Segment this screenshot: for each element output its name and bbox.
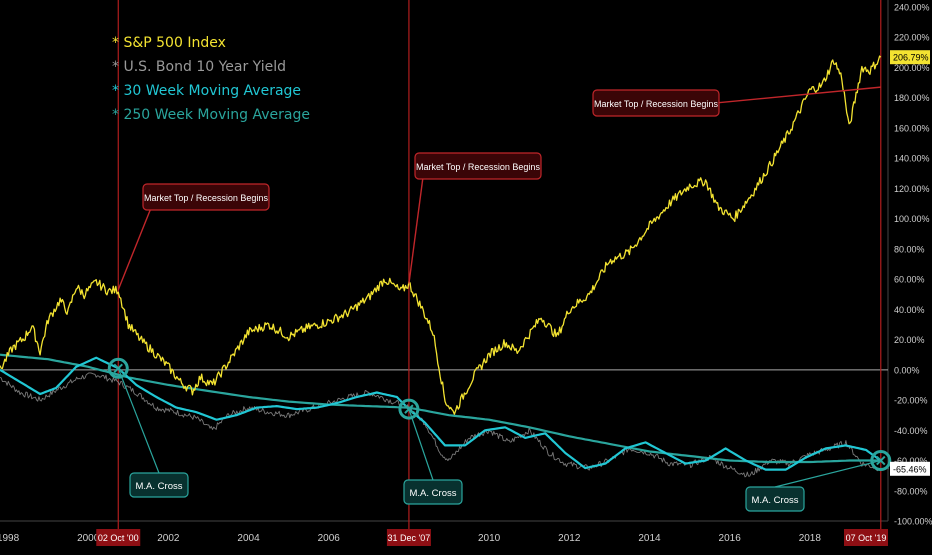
cross-marker-ring-1 (398, 398, 420, 420)
annotation-label-2: Market Top / Recession Begins (594, 99, 718, 109)
x-tick-label: 2010 (478, 533, 501, 544)
price-label-box-sp500 (890, 50, 930, 65)
x-tick-label: 1998 (0, 533, 20, 544)
event-date-badge-0 (96, 529, 141, 546)
cross-marker-ring-2 (870, 450, 892, 472)
legend-bond-yield: * U.S. Bond 10 Year Yield (112, 59, 287, 75)
annotation-box-2 (592, 89, 720, 117)
y-tick-label: 100.00% (894, 214, 930, 224)
cross-marker-x-icon (113, 363, 123, 374)
y-tick-label: 60.00% (894, 275, 925, 285)
series-bond-yield-line (0, 372, 882, 478)
x-tick-label: 2006 (318, 533, 341, 544)
annotation-label-0: Market Top / Recession Begins (144, 193, 268, 203)
annotation-label-1: Market Top / Recession Begins (416, 162, 540, 172)
x-tick-label: 2014 (638, 533, 661, 544)
x-tick-label: 2002 (157, 533, 180, 544)
y-tick-label: 160.00% (894, 123, 930, 133)
y-tick-label: -60.00% (894, 456, 928, 466)
x-tick-label: 2000 (77, 533, 100, 544)
series-250-week-ma-line (0, 353, 881, 464)
y-tick-label: 240.00% (894, 3, 930, 13)
cross-label-1: M.A. Cross (410, 488, 457, 499)
legend-250-week-ma: * 250 Week Moving Average (112, 107, 310, 123)
annotation-pointer-1 (408, 176, 424, 284)
x-tick-label: 2004 (237, 533, 260, 544)
y-tick-label: 40.00% (894, 305, 925, 315)
y-tick-label: 200.00% (894, 63, 930, 73)
x-tick-label: 2018 (799, 533, 822, 544)
event-date-badge-2 (844, 529, 888, 546)
price-label-yield: -65.46% (893, 464, 927, 474)
price-label-box-yield (890, 461, 930, 476)
y-tick-label: 220.00% (894, 33, 930, 43)
legend-sp500: * S&P 500 Index (112, 35, 226, 51)
y-tick-label: -100.00% (894, 517, 932, 527)
cross-box-1 (403, 479, 463, 505)
x-tick-label: 2016 (719, 533, 742, 544)
cross-pointer-2 (774, 459, 881, 488)
y-tick-label: -40.00% (894, 426, 928, 436)
y-tick-label: 20.00% (894, 335, 925, 345)
series-30-week-ma-line (0, 356, 882, 471)
y-tick-label: 120.00% (894, 184, 930, 194)
price-label-sp500: 206.79% (893, 53, 929, 63)
series-sp500-line (0, 55, 882, 415)
cross-marker-x-icon (404, 404, 414, 414)
cross-marker-ring-0 (107, 357, 129, 379)
y-tick-label: -80.00% (894, 486, 928, 496)
annotation-pointer-0 (117, 207, 152, 290)
cross-pointer-1 (408, 408, 434, 481)
event-date-badge-1 (386, 529, 431, 546)
y-tick-label: 80.00% (894, 244, 925, 254)
annotation-box-0 (142, 183, 270, 211)
cross-box-0 (129, 472, 189, 498)
event-date-label-2: 07 Oct '19 (846, 533, 887, 543)
y-tick-label: -20.00% (894, 396, 928, 406)
cross-pointer-0 (117, 368, 160, 474)
y-tick-label: 0.00% (894, 365, 920, 375)
cross-label-0: M.A. Cross (136, 481, 183, 492)
y-tick-label: 180.00% (894, 93, 930, 103)
x-tick-label: 2012 (558, 533, 581, 544)
cross-marker-x-icon (876, 455, 886, 466)
event-date-label-0: 02 Oct '00 (98, 533, 139, 543)
cross-box-2 (745, 486, 805, 512)
event-date-label-1: 31 Dec '07 (388, 533, 431, 543)
legend-30-week-ma: * 30 Week Moving Average (112, 83, 302, 99)
y-tick-label: 140.00% (894, 154, 930, 164)
cross-label-2: M.A. Cross (752, 495, 799, 506)
annotation-box-1 (414, 152, 542, 180)
